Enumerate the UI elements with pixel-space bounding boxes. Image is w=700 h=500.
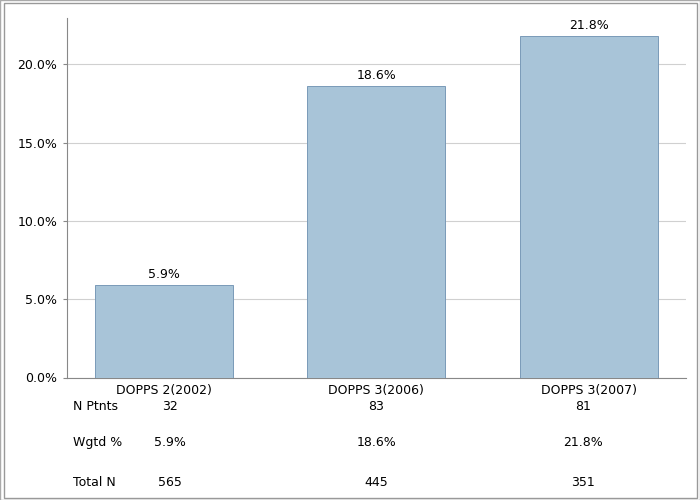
- Text: 21.8%: 21.8%: [569, 20, 608, 32]
- Bar: [94, 285, 233, 378]
- Bar: [519, 36, 658, 378]
- Text: 83: 83: [368, 400, 384, 413]
- Bar: [307, 86, 445, 378]
- Text: 5.9%: 5.9%: [148, 268, 180, 281]
- Text: N Ptnts: N Ptnts: [73, 400, 118, 413]
- Text: 81: 81: [575, 400, 591, 413]
- Text: 565: 565: [158, 476, 182, 488]
- Text: 5.9%: 5.9%: [154, 436, 186, 449]
- Text: 18.6%: 18.6%: [356, 70, 396, 82]
- Text: Wgtd %: Wgtd %: [73, 436, 122, 449]
- Text: 21.8%: 21.8%: [563, 436, 603, 449]
- Text: 351: 351: [571, 476, 594, 488]
- Text: Total N: Total N: [73, 476, 116, 488]
- Text: 32: 32: [162, 400, 178, 413]
- Text: 445: 445: [365, 476, 388, 488]
- Text: 18.6%: 18.6%: [356, 436, 396, 449]
